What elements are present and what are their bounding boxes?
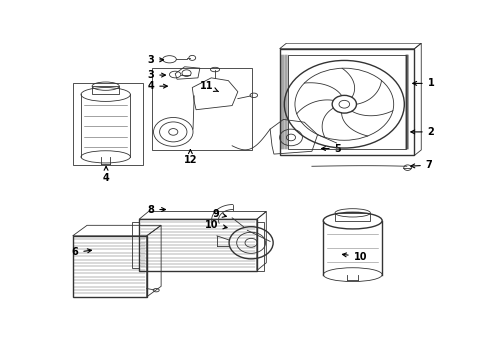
Bar — [257, 222, 264, 270]
Bar — [151, 68, 252, 150]
Bar — [288, 55, 406, 149]
Text: 6: 6 — [72, 247, 92, 257]
Text: 12: 12 — [184, 149, 197, 166]
Text: 9: 9 — [212, 209, 226, 219]
Text: 2: 2 — [411, 127, 435, 137]
Bar — [92, 86, 119, 94]
Bar — [335, 213, 370, 221]
Bar — [132, 222, 139, 268]
Text: 1: 1 — [413, 78, 435, 89]
Text: 8: 8 — [147, 204, 166, 215]
Text: 10: 10 — [205, 220, 227, 230]
Text: 3: 3 — [147, 55, 164, 65]
Text: 4: 4 — [103, 166, 109, 184]
Text: 3: 3 — [147, 70, 166, 80]
Text: 10: 10 — [343, 252, 367, 262]
Bar — [73, 84, 143, 165]
Text: 7: 7 — [411, 160, 433, 170]
Text: 4: 4 — [147, 81, 168, 91]
Text: 11: 11 — [199, 81, 219, 91]
Text: 5: 5 — [321, 144, 342, 153]
